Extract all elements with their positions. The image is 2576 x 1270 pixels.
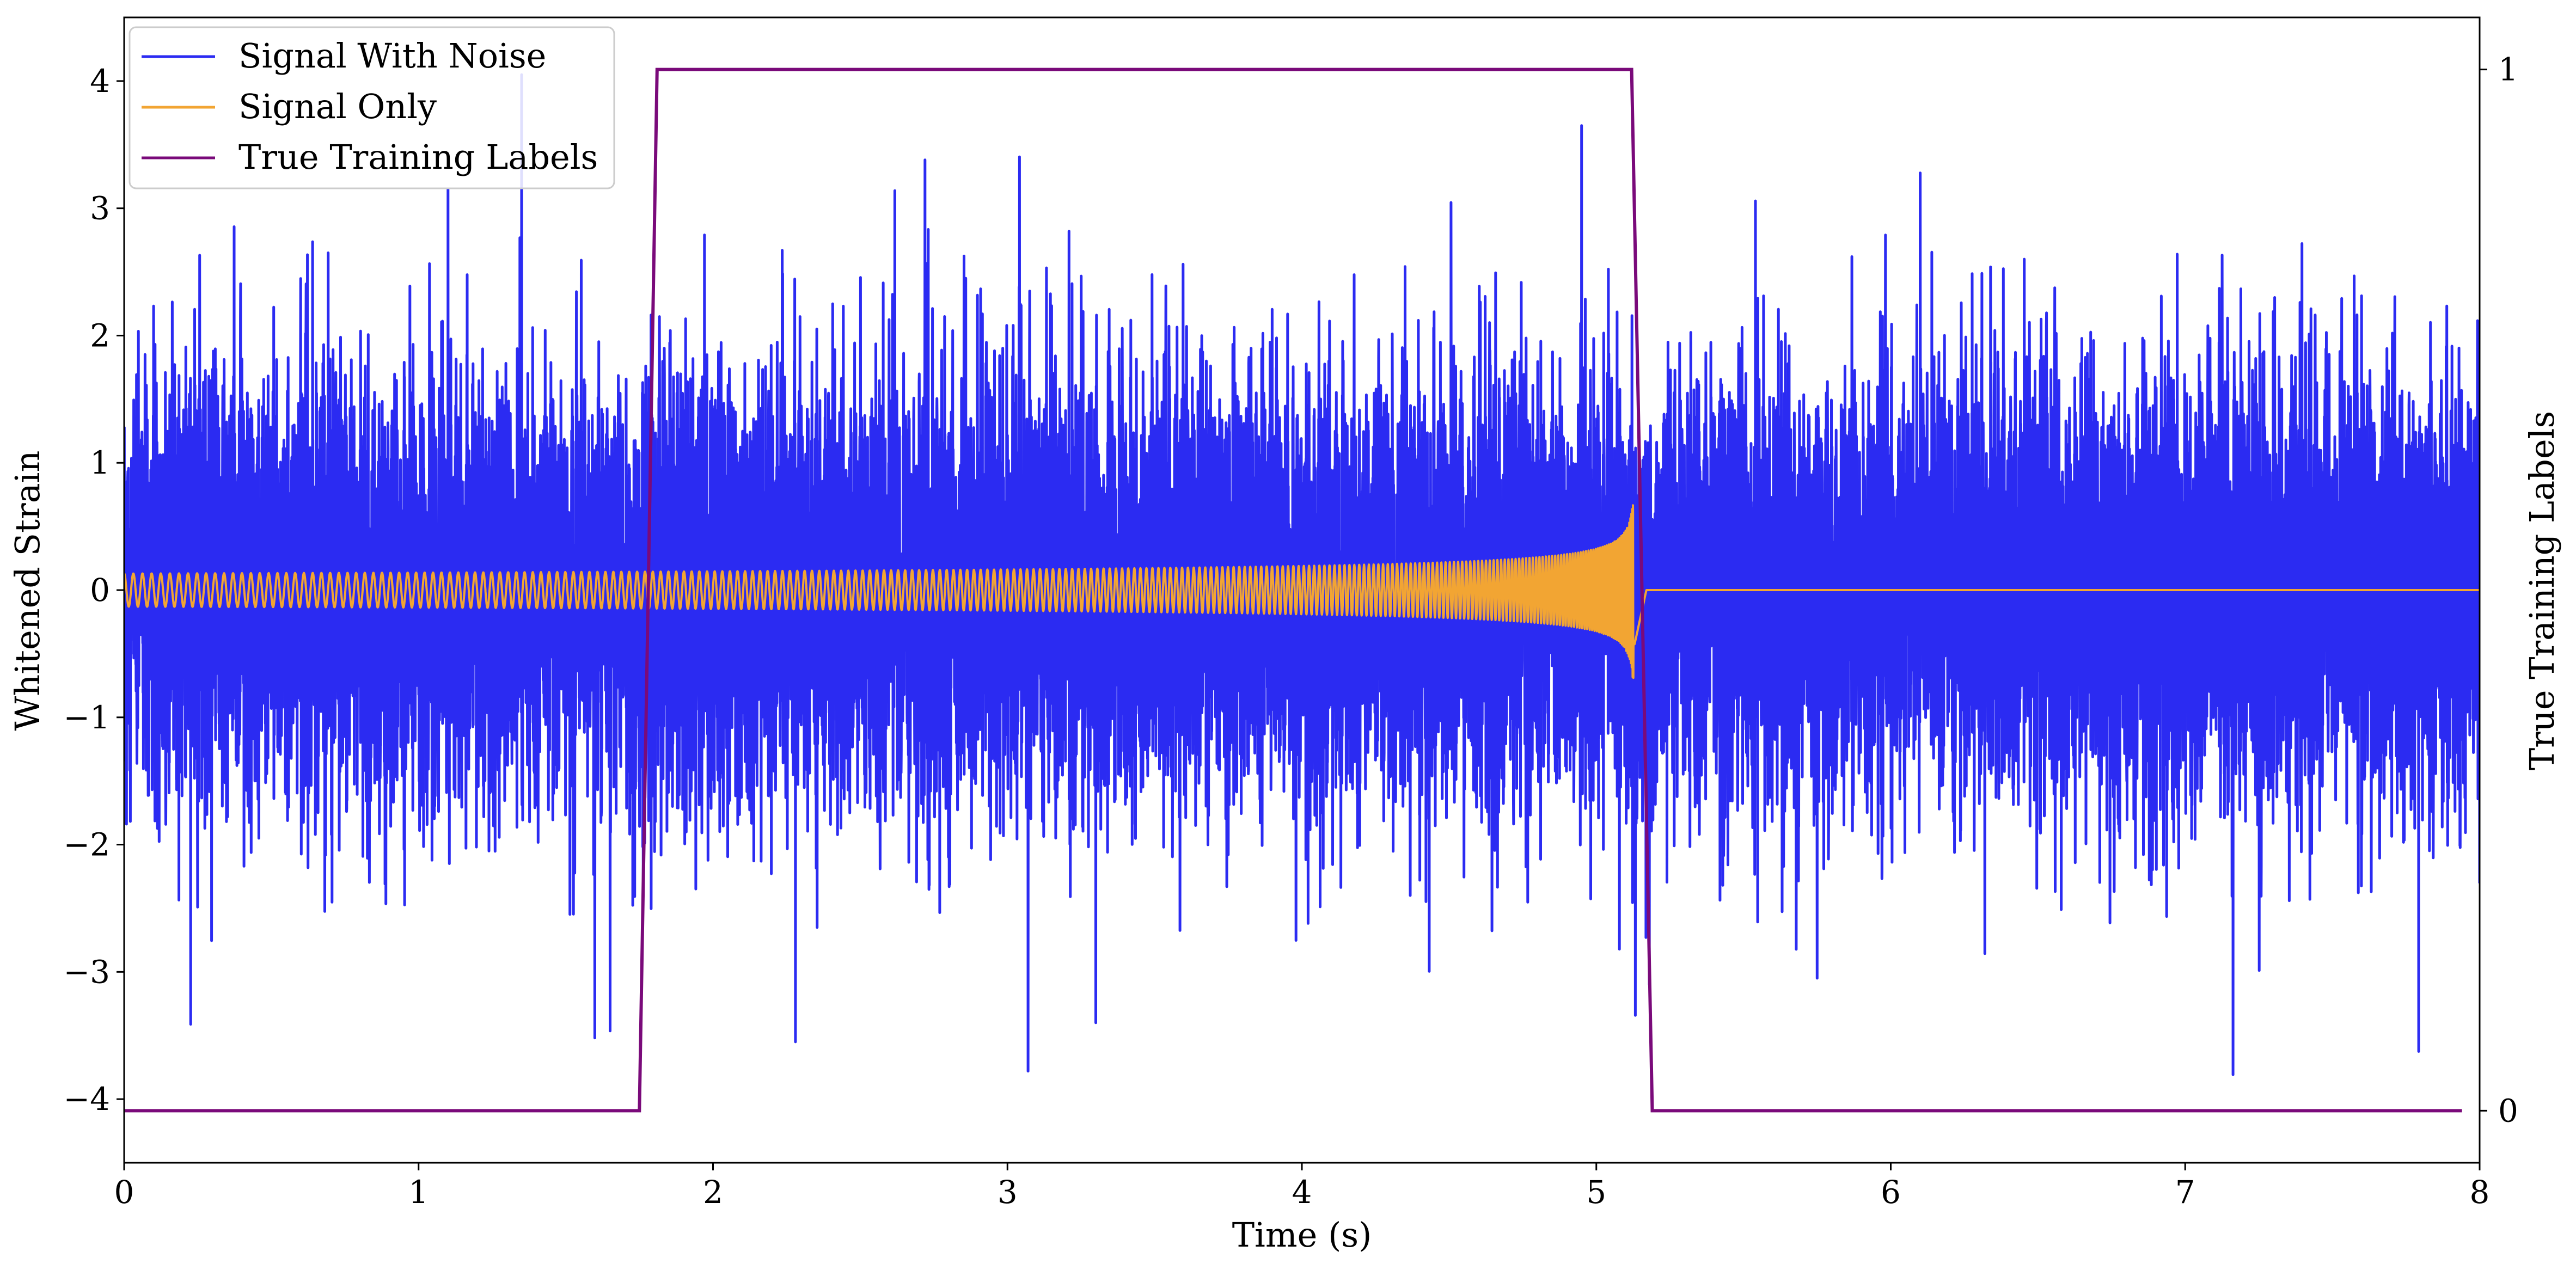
x-tick-5-label: 5 — [1586, 1174, 1606, 1211]
legend-label-signal-only: Signal Only — [238, 87, 437, 126]
y-axis-left-ticks: 4 3 2 1 0 −1 −2 −3 −4 — [64, 63, 124, 1118]
x-axis-ticks: 0 1 2 3 4 5 6 7 8 — [114, 1163, 2490, 1211]
x-tick-7-label: 7 — [2175, 1174, 2195, 1211]
legend-box — [129, 26, 615, 189]
y-left-tick-0-label: 4 — [90, 63, 110, 100]
y-left-tick-1-label: 3 — [90, 190, 110, 227]
y-axis-right-ticks: 10 — [2480, 51, 2518, 1129]
y-right-tick-0-label: 0 — [2498, 1092, 2518, 1129]
x-tick-0-label: 0 — [114, 1174, 134, 1211]
y-axis-right-label: True Training Labels — [2522, 411, 2562, 770]
x-tick-1-label: 1 — [408, 1174, 429, 1211]
y-right-tick-1-label: 1 — [2498, 51, 2518, 88]
y-left-tick-5-label: −1 — [64, 699, 111, 736]
series-true-training-labels-line — [124, 68, 2462, 1113]
y-left-tick-3-label: 1 — [90, 444, 110, 481]
y-axis-left-label: Whitened Strain — [8, 451, 47, 731]
x-axis-label: Time (s) — [1232, 1215, 1372, 1255]
y-left-tick-2-label: 2 — [90, 317, 110, 354]
series-signal-only-line — [124, 504, 2480, 679]
x-tick-2-label: 2 — [703, 1174, 723, 1211]
y-left-tick-6-label: −2 — [64, 826, 111, 863]
x-tick-4-label: 4 — [1292, 1174, 1312, 1211]
x-tick-3-label: 3 — [998, 1174, 1018, 1211]
legend-label-true-training-labels: True Training Labels — [238, 137, 598, 177]
y-left-tick-8-label: −4 — [64, 1081, 111, 1118]
y-left-tick-7-label: −3 — [64, 953, 111, 990]
legend-label-signal-with-noise: Signal With Noise — [238, 36, 546, 76]
x-tick-8-label: 8 — [2470, 1174, 2490, 1211]
series-signal-with-noise-line — [124, 73, 2480, 1076]
legend: Signal With Noise Signal Only True Train… — [129, 26, 615, 189]
y-left-tick-4-label: 0 — [90, 572, 110, 609]
x-tick-6-label: 6 — [1881, 1174, 1901, 1211]
